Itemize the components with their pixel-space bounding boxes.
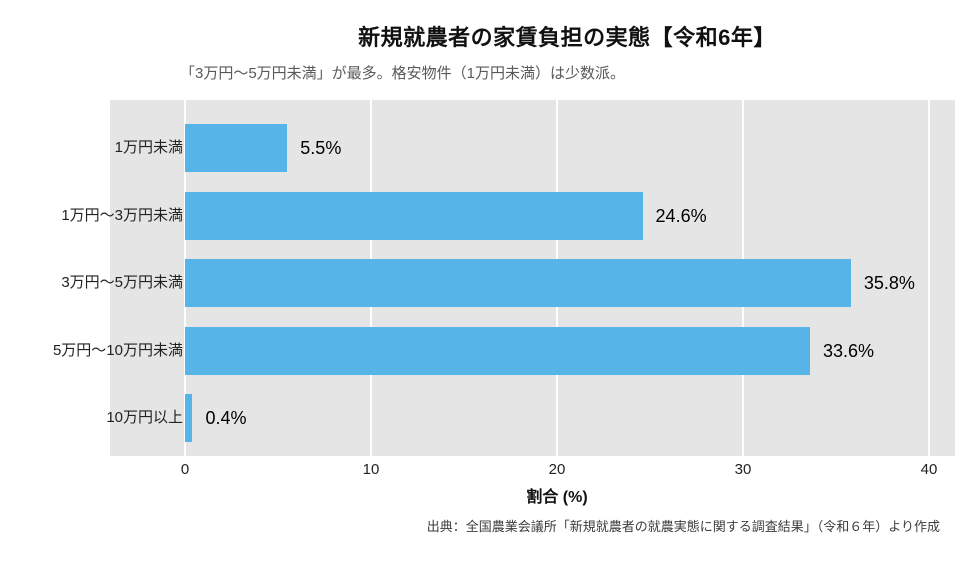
bar [185, 259, 851, 307]
x-tick-label: 10 [362, 461, 380, 478]
value-label: 24.6% [655, 205, 707, 226]
x-axis-label: 割合 (%) [526, 489, 588, 506]
chart-title: 新規就農者の家賃負担の実態【令和6年】 [358, 25, 776, 50]
bar [185, 191, 643, 240]
category-label: 3万円〜5万円未満 [61, 274, 183, 291]
chart-subtitle: 「3万円〜5万円未満」が最多。格安物件（1万円未満）は少数派。 [180, 65, 626, 82]
category-label: 5万円〜10万円未満 [52, 341, 183, 359]
category-label: 10万円以上 [106, 409, 183, 426]
value-label: 33.6% [822, 340, 874, 361]
x-axis-ticks: 0 10 20 30 40 [0, 461, 980, 481]
gridline [928, 100, 930, 456]
bar [185, 394, 193, 442]
x-tick-label: 0 [180, 461, 190, 478]
category-label: 1万円〜3万円未満 [61, 206, 183, 224]
bar [185, 326, 810, 375]
plot-panel: 1万円未満 5.5% 1万円〜3万円未満 24.6% 3万円〜5万円未満 35.8% 5万円… [53, 100, 955, 456]
x-tick-label: 20 [548, 461, 566, 478]
x-tick-label: 30 [734, 461, 752, 478]
x-tick-label: 40 [920, 461, 938, 478]
value-label: 5.5% [300, 138, 342, 158]
category-label: 1万円未満 [114, 139, 183, 156]
source-note: 出典：全国農業会議所「新規就農者の就農実態に関する調査結果」（令和６年）より作成 [426, 519, 940, 534]
value-label: 0.4% [205, 408, 247, 428]
value-label: 35.8% [863, 273, 915, 293]
bar [185, 124, 288, 172]
